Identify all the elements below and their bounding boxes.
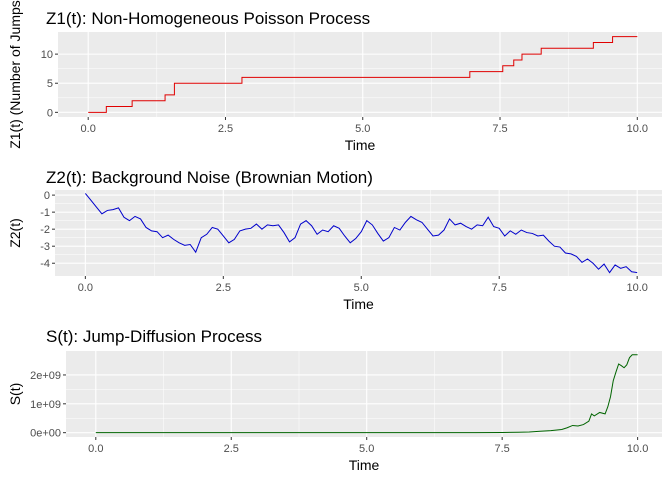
x-tick-label: 5.0 [354, 282, 369, 294]
x-axis-title: Time [349, 457, 380, 473]
x-tick-label: 0.0 [81, 123, 96, 135]
x-tick-label: 5.0 [355, 123, 370, 135]
subplot-2: 0.0 2.5 5.0 7.5 10.0 0 -1 -2 -3 -4 Z2(t): Backgrou… [7, 168, 662, 312]
x-tick-label: 10.0 [627, 443, 648, 455]
x-tick-label: 0.0 [78, 282, 93, 294]
y-tick-label: -4 [40, 258, 50, 270]
chart-title: S(t): Jump-Diffusion Process [46, 327, 262, 346]
x-tick-label: 0.0 [88, 443, 103, 455]
y-axis-title: Z2(t) [7, 218, 23, 248]
x-axis-title: Time [345, 137, 376, 153]
y-tick-label: 0 [47, 107, 53, 119]
y-axis-title: S(t) [7, 383, 23, 406]
series-line [84, 193, 638, 274]
series-line [95, 354, 638, 434]
chart-title: Z2(t): Background Noise (Brownian Motion… [46, 168, 373, 187]
y-axis-title: Z1(t) (Number of Jumps [7, 0, 23, 149]
x-tick-label: 2.5 [224, 443, 239, 455]
y-tick-label: 0 [44, 190, 50, 202]
x-tick-label: 2.5 [218, 123, 233, 135]
y-tick-label: 10 [41, 49, 53, 61]
y-tick-label: 0e+00 [30, 428, 61, 440]
panel-background [55, 190, 662, 276]
subplot-3: 0.0 2.5 5.0 7.5 10.0 0e+00 1e+09 2e+09 S(t): Jum… [7, 327, 662, 473]
x-tick-label: 5.0 [359, 443, 374, 455]
y-tick-label: 2e+09 [30, 370, 61, 382]
series-line [88, 36, 638, 113]
x-tick-label: 10.0 [626, 282, 647, 294]
panel-background [58, 32, 662, 117]
x-tick-label: 7.5 [492, 123, 507, 135]
y-tick-label: -1 [40, 207, 50, 219]
x-tick-label: 10.0 [627, 123, 648, 135]
x-tick-label: 7.5 [495, 443, 510, 455]
x-tick-label: 7.5 [492, 282, 507, 294]
y-tick-label: 5 [47, 78, 53, 90]
y-tick-label: -3 [40, 241, 50, 253]
panel-background [66, 351, 662, 437]
x-axis-title: Time [343, 296, 374, 312]
y-tick-label: -2 [40, 224, 50, 236]
y-tick-label: 1e+09 [30, 399, 61, 411]
subplot-1: 0.0 2.5 5.0 7.5 10.0 0 5 10 Z1(t): Non-Homogeneo… [7, 0, 662, 153]
chart-title: Z1(t): Non-Homogeneous Poisson Process [46, 9, 370, 28]
x-tick-label: 2.5 [216, 282, 231, 294]
